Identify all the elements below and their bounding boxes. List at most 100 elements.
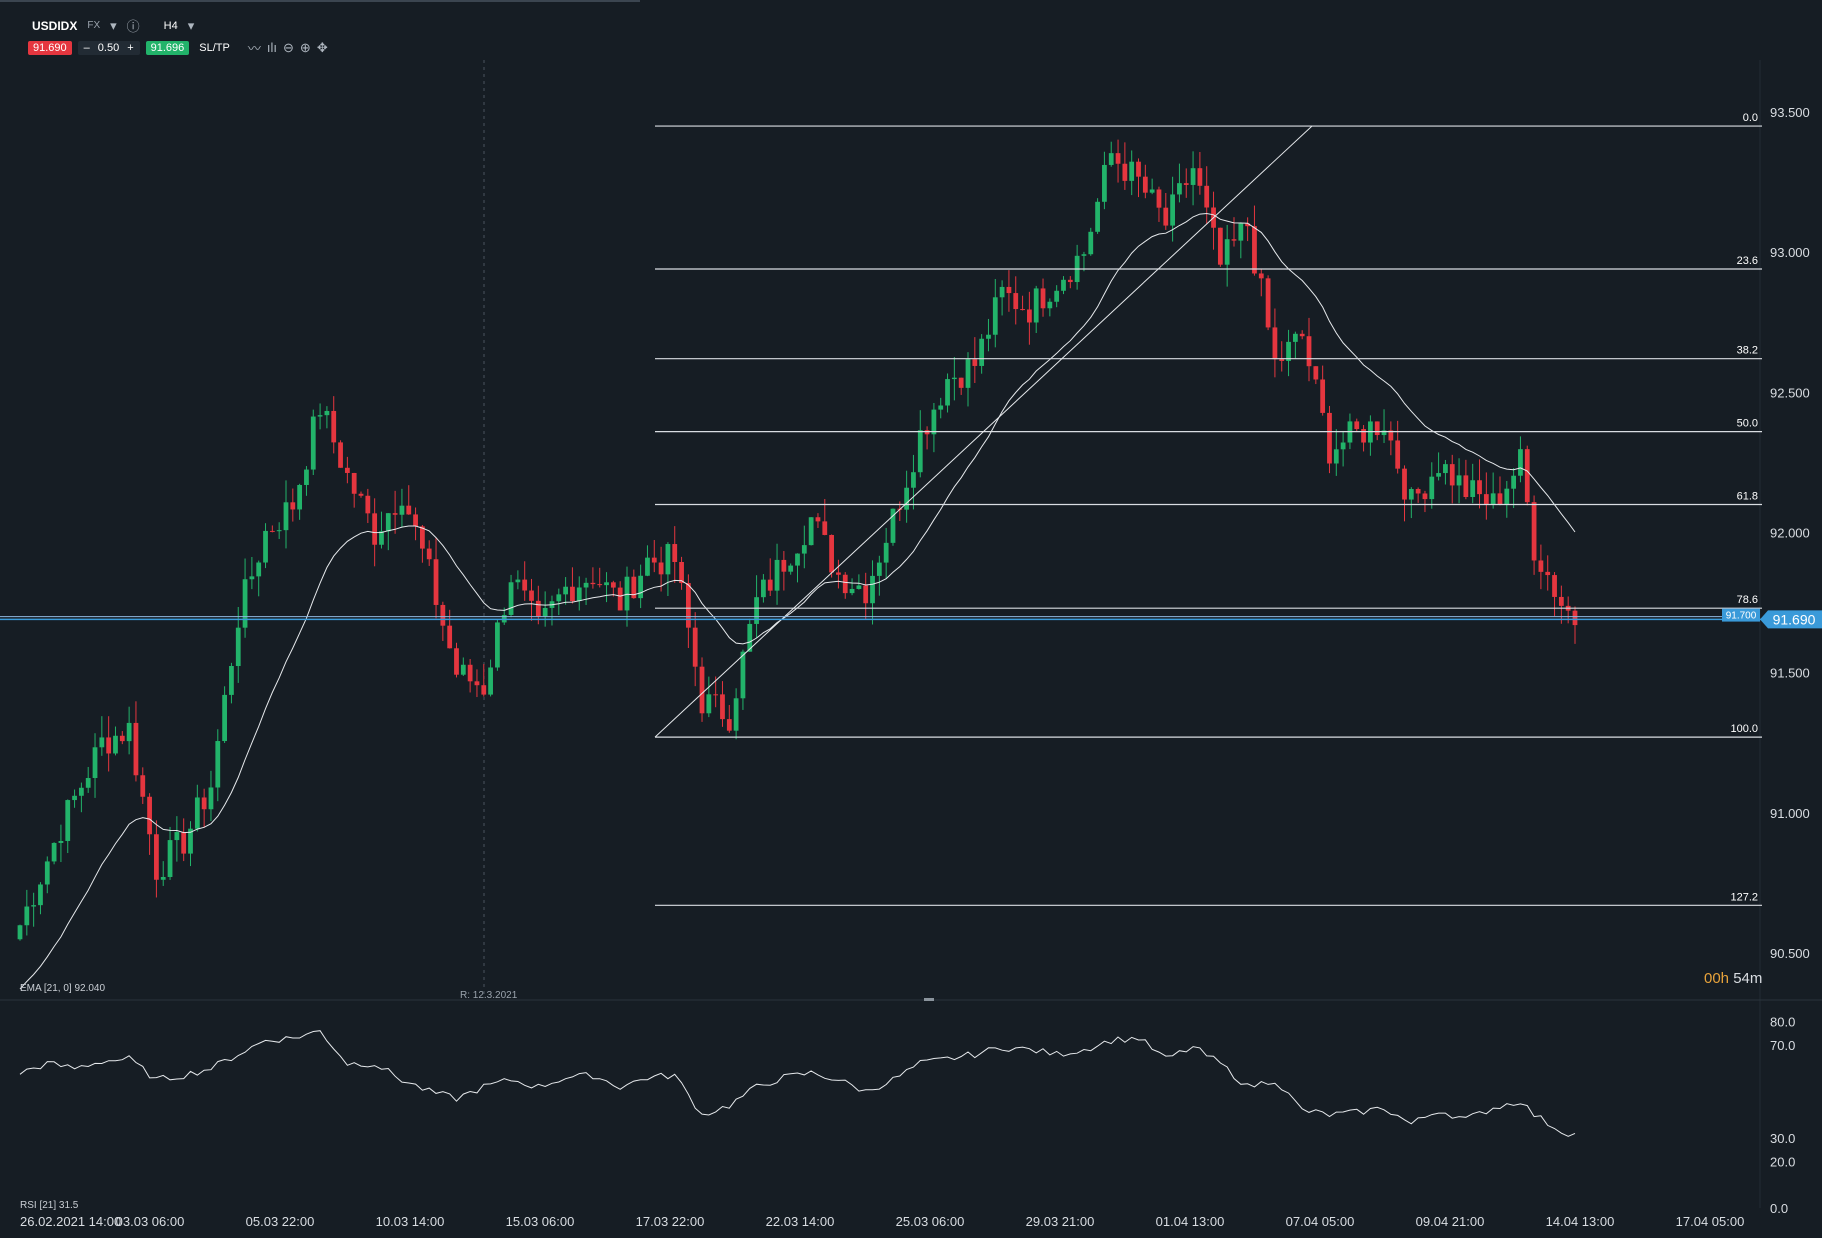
time-axis-tick: 22.03 14:00	[766, 1214, 835, 1229]
candle-body	[297, 484, 303, 510]
rsi-axis-tick: 30.0	[1770, 1131, 1795, 1146]
candle-body	[399, 505, 405, 515]
fib-level-label: 127.2	[1730, 891, 1758, 903]
candle-body	[385, 513, 391, 532]
chevron-down-icon[interactable]: ▾	[110, 17, 117, 33]
candle-body	[767, 579, 773, 591]
candle-body	[1422, 493, 1428, 500]
crosshair-icon[interactable]: ✥	[316, 39, 328, 55]
candle-body	[1456, 475, 1462, 486]
candle-body	[460, 664, 466, 675]
candle-body	[836, 572, 841, 575]
lot-size-stepper[interactable]: – 0.50 +	[77, 40, 140, 55]
ema-label[interactable]: EMA [21, 0] 92.040	[20, 983, 106, 994]
candle-body	[706, 694, 712, 714]
sltp-button[interactable]: SL/TP	[199, 41, 230, 54]
candle-body	[488, 667, 493, 695]
candle-body	[795, 553, 800, 566]
candle-body	[992, 297, 998, 335]
fib-level-label: 50.0	[1737, 418, 1758, 430]
trade-row: 91.690 – 0.50 + 91.696 SL/TP 〰 ılı ⊖ ⊕ ✥	[28, 38, 328, 57]
candle-body	[1081, 254, 1087, 256]
timeframe-selector[interactable]: H4	[163, 19, 178, 32]
candle-body	[433, 559, 439, 605]
candle-body	[740, 651, 746, 699]
candle-body	[1272, 327, 1278, 360]
candle-body	[1020, 309, 1025, 311]
candle-body	[392, 513, 398, 515]
rsi-label[interactable]: RSI [21] 31.5	[20, 1200, 79, 1211]
candle-body	[685, 583, 691, 628]
timeframe-chevron-icon[interactable]: ▾	[187, 17, 195, 33]
candle-body	[406, 505, 412, 515]
candle-body	[1313, 366, 1319, 380]
candle-body	[1449, 464, 1455, 486]
decrease-lot-button[interactable]: –	[83, 41, 90, 54]
candle-body	[1061, 279, 1066, 291]
candle-body	[590, 582, 596, 585]
sell-button[interactable]: 91.690	[28, 40, 72, 55]
candle-body	[1177, 183, 1182, 195]
current-price-tag	[1760, 610, 1822, 629]
candle-body	[522, 579, 528, 591]
candle-body	[1136, 161, 1141, 177]
candle-body	[44, 861, 50, 885]
price-axis-tick: 92.500	[1770, 385, 1810, 400]
price-axis-tick: 92.000	[1770, 526, 1810, 541]
candle-body	[331, 410, 337, 443]
candle-body	[604, 582, 609, 586]
candle-body	[249, 576, 255, 580]
candles	[17, 139, 1578, 941]
candle-body	[876, 562, 882, 576]
line-chart-icon[interactable]: 〰	[247, 41, 261, 56]
candle-body	[1477, 480, 1482, 495]
candle-body	[822, 521, 828, 535]
price-axis-tick: 91.500	[1770, 666, 1810, 681]
candle-body	[372, 513, 378, 545]
time-axis-tick: 05.03 22:00	[246, 1214, 315, 1229]
candle-body	[1436, 473, 1441, 477]
candle-body	[1388, 430, 1394, 441]
candle-body	[283, 502, 289, 531]
candle-body	[999, 286, 1005, 298]
zoom-in-icon[interactable]: ⊕	[299, 39, 311, 55]
secondary-price-label: 91.700	[1726, 611, 1757, 622]
candle-body	[965, 359, 971, 388]
candle-body	[1483, 494, 1489, 505]
increase-lot-button[interactable]: +	[127, 41, 134, 54]
candle-body	[338, 442, 343, 468]
candle-body	[474, 681, 480, 686]
candle-body	[263, 530, 268, 563]
candle-body	[188, 828, 193, 854]
candle-body	[1122, 163, 1128, 181]
candle-body	[515, 579, 521, 583]
symbol-name[interactable]: USDIDX	[32, 18, 78, 33]
lot-size-value[interactable]: 0.50	[97, 41, 120, 54]
candle-body	[344, 467, 350, 473]
indicators-icon[interactable]: ılı	[266, 40, 278, 55]
candle-body	[1115, 153, 1121, 164]
candle-body	[426, 548, 432, 560]
zoom-out-icon[interactable]: ⊖	[283, 39, 294, 55]
time-axis-tick: 10.03 14:00	[376, 1214, 445, 1229]
candle-body	[761, 579, 766, 598]
candle-body	[1170, 194, 1175, 226]
candle-body	[713, 694, 719, 696]
info-icon[interactable]: ⓘ	[126, 19, 140, 34]
candle-body	[1142, 176, 1148, 193]
candle-body	[529, 590, 534, 601]
candle-body	[454, 648, 459, 675]
candle-body	[1333, 449, 1339, 464]
candle-body	[1395, 440, 1401, 469]
candle-body	[1490, 493, 1496, 505]
candle-body	[883, 542, 889, 563]
candle-body	[1102, 164, 1107, 202]
candle-body	[1518, 449, 1523, 476]
buy-button[interactable]: 91.696	[145, 40, 190, 55]
candle-body	[890, 508, 896, 543]
candle-body	[610, 582, 616, 588]
market-label: FX	[87, 20, 101, 31]
candle-body	[310, 416, 316, 470]
candle-body	[1006, 286, 1012, 294]
